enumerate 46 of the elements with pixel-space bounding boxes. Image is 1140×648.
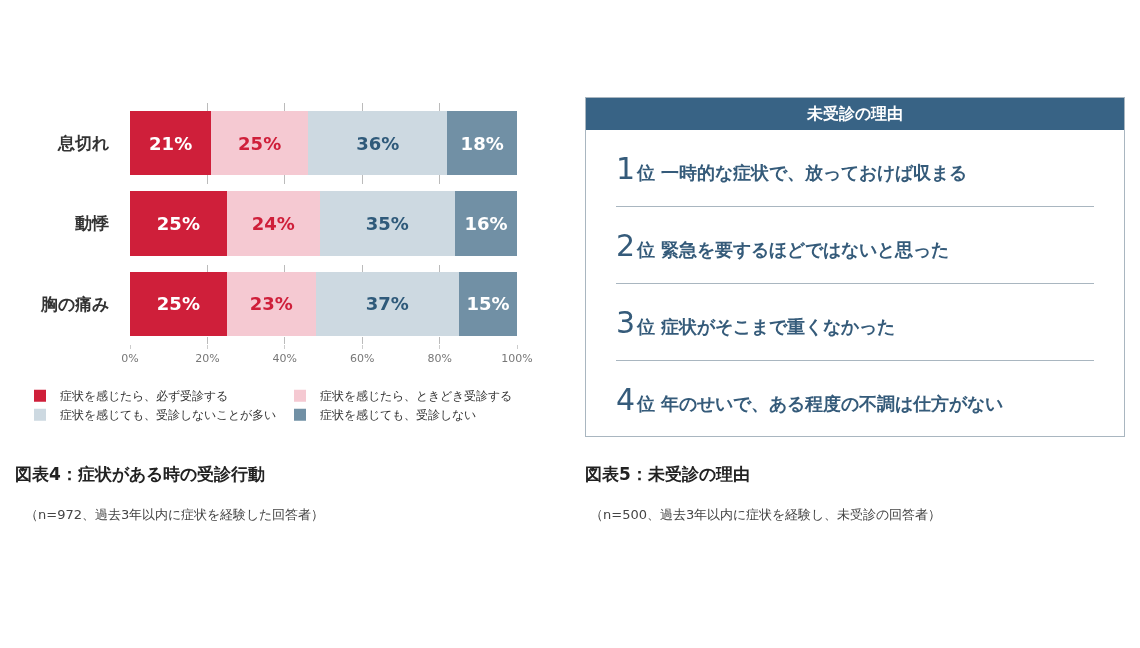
data-label: 25% xyxy=(156,213,200,234)
text: 図表5：未受診の理由 xyxy=(585,463,750,486)
bar xyxy=(226,271,316,336)
data-label: 21% xyxy=(149,132,193,154)
bar xyxy=(130,271,227,336)
bar xyxy=(315,271,459,336)
x-tick-label: 60% xyxy=(349,352,375,366)
text: 1位 一時的な症状で、放っておけば収まる xyxy=(616,150,968,186)
bar xyxy=(226,191,320,256)
legend-label: 症状を感じても、受診しない xyxy=(320,408,476,423)
data-label: 37% xyxy=(365,293,409,315)
text: 2位 緊急を要するほどではないと思った xyxy=(616,227,950,263)
y-tick-label: 胸の痛み xyxy=(40,293,109,314)
data-label: 18% xyxy=(460,132,504,154)
text: 図表4：症状がある時の受診行動 xyxy=(15,463,265,486)
text: 4位 年のせいで、ある程度の不調は仕方がない xyxy=(616,381,1004,417)
y-tick-label: 息切れ xyxy=(57,133,109,154)
x-tick-label: 0% xyxy=(121,352,139,366)
bar xyxy=(447,111,517,176)
bar xyxy=(319,191,456,256)
bar xyxy=(130,191,227,256)
data-label: 16% xyxy=(464,213,508,234)
bar xyxy=(130,111,212,176)
x-tick-label: 40% xyxy=(272,352,298,366)
bar xyxy=(455,191,517,256)
bar xyxy=(458,271,517,336)
data-label: 23% xyxy=(249,293,293,315)
legend-label: 症状を感じたら、ときどき受診する xyxy=(320,389,512,404)
bar xyxy=(308,111,448,176)
text: （n=500、過去3年以内に症状を経験し、未受診の回答者） xyxy=(590,506,942,524)
bar xyxy=(211,111,309,176)
x-tick-label: 100% xyxy=(501,352,533,366)
x-tick-label: 80% xyxy=(427,352,452,366)
x-tick-label: 20% xyxy=(195,352,220,366)
data-label: 25% xyxy=(156,293,200,315)
legend-label: 症状を感じたら、必ず受診する xyxy=(60,389,228,404)
data-label: 25% xyxy=(238,132,282,154)
data-label: 24% xyxy=(251,213,295,234)
y-tick-label: 動悸 xyxy=(74,213,109,234)
data-label: 36% xyxy=(356,132,400,154)
text: （n=972、過去3年以内に症状を経験した回答者） xyxy=(25,506,325,524)
data-label: 35% xyxy=(365,213,409,234)
data-label: 15% xyxy=(466,293,510,315)
text: 3位 症状がそこまで重くなかった xyxy=(616,304,896,340)
text: 未受診の理由 xyxy=(586,98,1124,130)
legend-label: 症状を感じても、受診しないことが多い xyxy=(60,408,276,423)
